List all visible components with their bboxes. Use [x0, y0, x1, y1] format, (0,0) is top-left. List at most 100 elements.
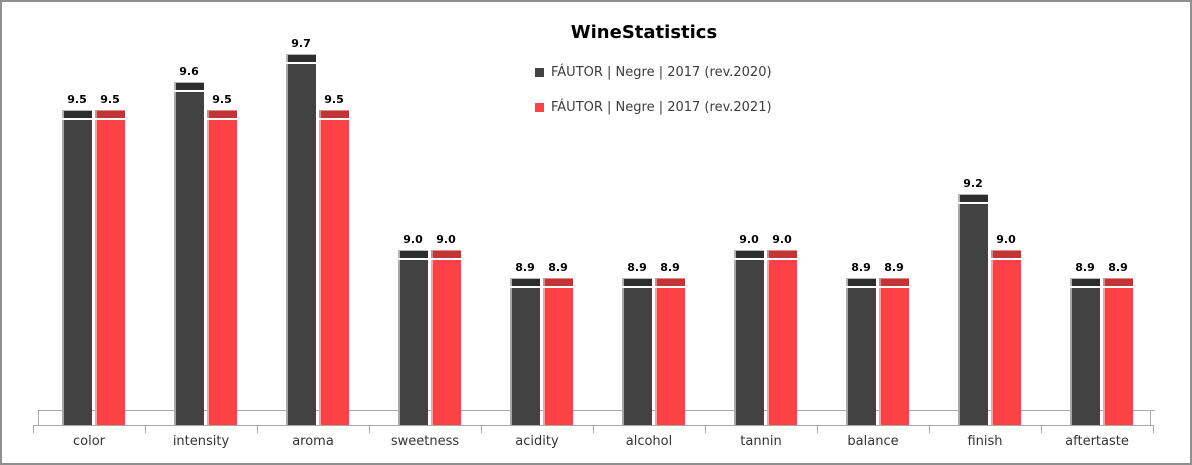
value-label-finish-1: 9.0 [996, 233, 1016, 246]
bar-rev2021-intensity [207, 110, 237, 425]
bar-cap [958, 194, 988, 202]
legend-swatch-red-icon [535, 102, 544, 112]
bar-cap [767, 250, 797, 258]
bar-rev2020-color [62, 110, 92, 425]
bar-body [319, 120, 349, 425]
category-label-acidity: acidity [515, 434, 559, 449]
bar-cap-gap [991, 258, 1021, 260]
chart-title: WineStatistics [570, 22, 718, 43]
bar-rev2021-sweetness [431, 250, 461, 425]
bar-cap [734, 250, 764, 258]
bar-cap-gap [174, 90, 204, 92]
bar-rev2020-aroma [286, 54, 316, 425]
bar-rev2020-acidity [510, 278, 540, 425]
bar-cap-gap [543, 286, 573, 288]
value-label-alcohol-0: 8.9 [627, 261, 647, 274]
bar-cap [95, 110, 125, 118]
bar-body [958, 204, 988, 425]
category-label-aroma: aroma [292, 434, 334, 449]
bar-rev2020-finish [958, 194, 988, 425]
axis-tick [1153, 425, 1154, 433]
value-label-intensity-1: 9.5 [212, 93, 232, 106]
value-label-aroma-0: 9.7 [291, 37, 311, 50]
axis-tick [257, 425, 258, 433]
bar-cap-gap [1070, 286, 1100, 288]
legend-label: FÁUTOR | Negre | 2017 (rev.2021) [551, 99, 772, 115]
bar-body [95, 120, 125, 425]
bar-body [655, 288, 685, 425]
bar-cap-gap [655, 286, 685, 288]
bar-cap [207, 110, 237, 118]
bar-rev2021-aftertaste [1103, 278, 1133, 425]
bar-body [767, 260, 797, 425]
value-label-intensity-0: 9.6 [179, 65, 199, 78]
bar-cap [1070, 278, 1100, 286]
bar-cap-gap [286, 62, 316, 64]
legend-item-rev2021: FÁUTOR | Negre | 2017 (rev.2021) [535, 99, 772, 115]
bar-cap-gap [958, 202, 988, 204]
bar-rev2020-alcohol [622, 278, 652, 425]
bar-body [1070, 288, 1100, 425]
bar-body [510, 288, 540, 425]
bar-cap [879, 278, 909, 286]
axis-tick [481, 425, 482, 433]
value-label-aroma-1: 9.5 [324, 93, 344, 106]
bar-cap [62, 110, 92, 118]
bar-rev2020-sweetness [398, 250, 428, 425]
value-label-color-1: 9.5 [100, 93, 120, 106]
value-label-aftertaste-0: 8.9 [1075, 261, 1095, 274]
bar-cap [286, 54, 316, 62]
bar-cap [174, 82, 204, 90]
category-label-finish: finish [967, 434, 1003, 449]
bar-cap-gap [431, 258, 461, 260]
axis-tick [593, 425, 594, 433]
floor-right-edge [1150, 410, 1151, 425]
bar-cap-gap [95, 118, 125, 120]
bar-rev2021-finish [991, 250, 1021, 425]
value-label-acidity-1: 8.9 [548, 261, 568, 274]
bar-cap-gap [62, 118, 92, 120]
bar-cap-gap [622, 286, 652, 288]
bar-body [622, 288, 652, 425]
bar-body [543, 288, 573, 425]
bar-body [991, 260, 1021, 425]
value-label-sweetness-0: 9.0 [403, 233, 423, 246]
bar-cap-gap [767, 258, 797, 260]
bar-cap-gap [734, 258, 764, 260]
axis-tick [33, 425, 34, 433]
value-label-tannin-0: 9.0 [739, 233, 759, 246]
bar-rev2020-aftertaste [1070, 278, 1100, 425]
bar-cap-gap [398, 258, 428, 260]
bar-body [398, 260, 428, 425]
bar-rev2021-tannin [767, 250, 797, 425]
bar-rev2021-aroma [319, 110, 349, 425]
value-label-color-0: 9.5 [67, 93, 87, 106]
bar-body [431, 260, 461, 425]
value-label-tannin-1: 9.0 [772, 233, 792, 246]
legend: FÁUTOR | Negre | 2017 (rev.2020) FÁUTOR … [535, 64, 772, 134]
bar-rev2021-alcohol [655, 278, 685, 425]
floor-top-line [38, 410, 1155, 411]
legend-swatch-dark-icon [535, 67, 544, 77]
value-label-finish-0: 9.2 [963, 177, 983, 190]
axis-tick [145, 425, 146, 433]
bar-cap [398, 250, 428, 258]
value-label-balance-0: 8.9 [851, 261, 871, 274]
bar-cap [1103, 278, 1133, 286]
bar-body [174, 92, 204, 425]
axis-tick [705, 425, 706, 433]
bar-rev2020-intensity [174, 82, 204, 425]
bar-cap [319, 110, 349, 118]
category-label-tannin: tannin [740, 434, 782, 449]
bar-cap-gap [846, 286, 876, 288]
category-label-intensity: intensity [172, 434, 230, 449]
bar-cap-gap [879, 286, 909, 288]
axis-tick [1041, 425, 1042, 433]
bar-cap [431, 250, 461, 258]
value-label-acidity-0: 8.9 [515, 261, 535, 274]
axis-tick [929, 425, 930, 433]
bar-body [62, 120, 92, 425]
category-label-aftertaste: aftertaste [1065, 434, 1129, 449]
bar-cap [510, 278, 540, 286]
